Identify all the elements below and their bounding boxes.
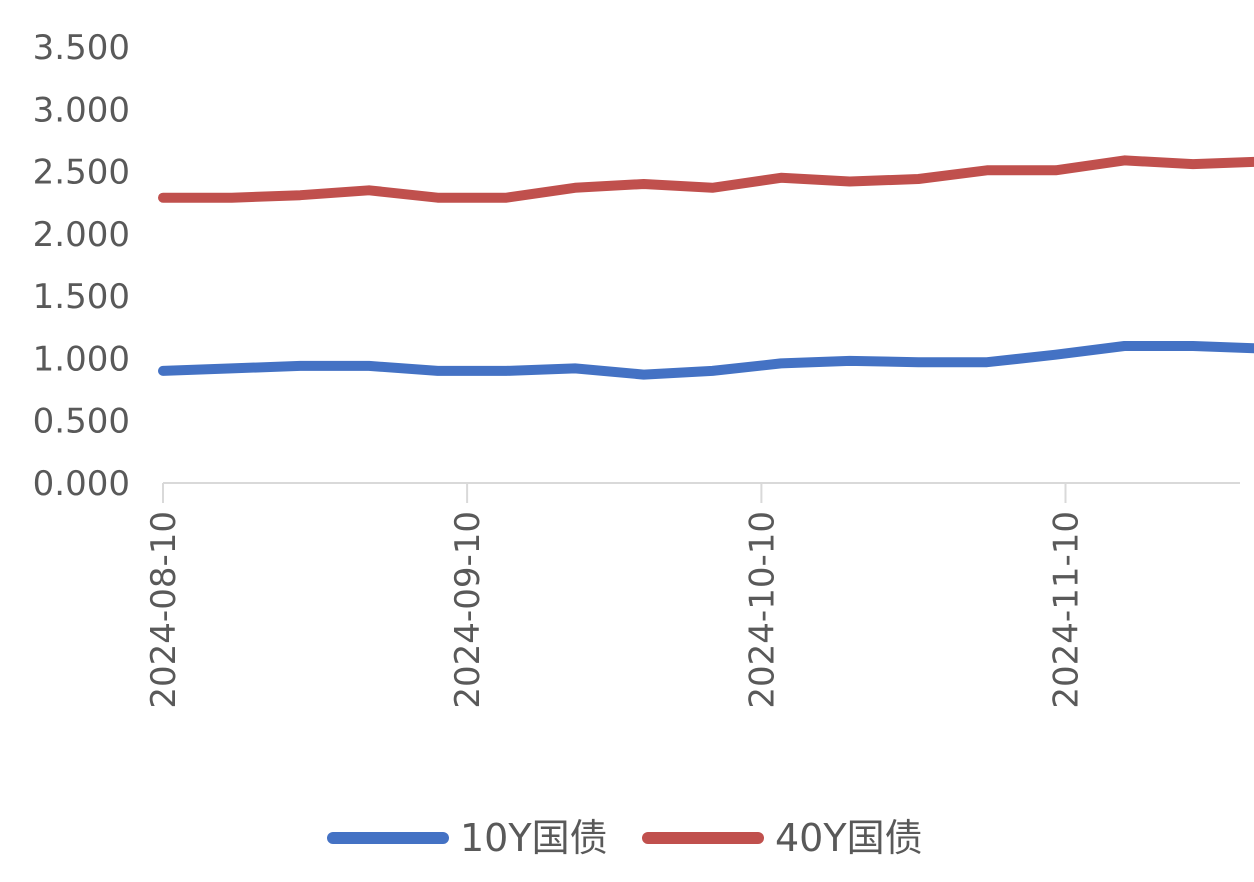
series-line-40Y国债 [158, 155, 1254, 203]
y-tick-label: 2.000 [33, 215, 130, 255]
x-tick-label: 2024-10-10 [742, 511, 782, 709]
x-tick-label: 2024-11-10 [1047, 511, 1087, 709]
series-lines [158, 155, 1254, 380]
y-tick-label: 3.500 [33, 28, 130, 68]
y-tick-label: 1.000 [33, 339, 130, 379]
x-axis-ticks: 2024-08-10 2024-09-10 2024-10-10 2024-11-10… [144, 483, 1087, 709]
y-tick-label: 0.000 [33, 464, 130, 504]
legend: 10Y国债 40Y国债 [327, 816, 923, 860]
series-line-10Y国债 [158, 341, 1254, 380]
y-tick-label: 3.000 [33, 90, 130, 130]
y-tick-label: 1.500 [33, 277, 130, 317]
legend-label: 40Y国债 [775, 816, 923, 860]
x-tick-label: 2024-09-10 [448, 511, 488, 709]
y-axis-ticks: 0.000 0.500 1.000 1.500 2.000 2.500 3.000 3.500 [33, 28, 130, 504]
legend-label: 10Y国债 [460, 816, 608, 860]
y-tick-label: 0.500 [33, 402, 130, 442]
y-tick-label: 2.500 [33, 153, 130, 193]
x-tick-label: 2024-08-10 [144, 511, 184, 709]
